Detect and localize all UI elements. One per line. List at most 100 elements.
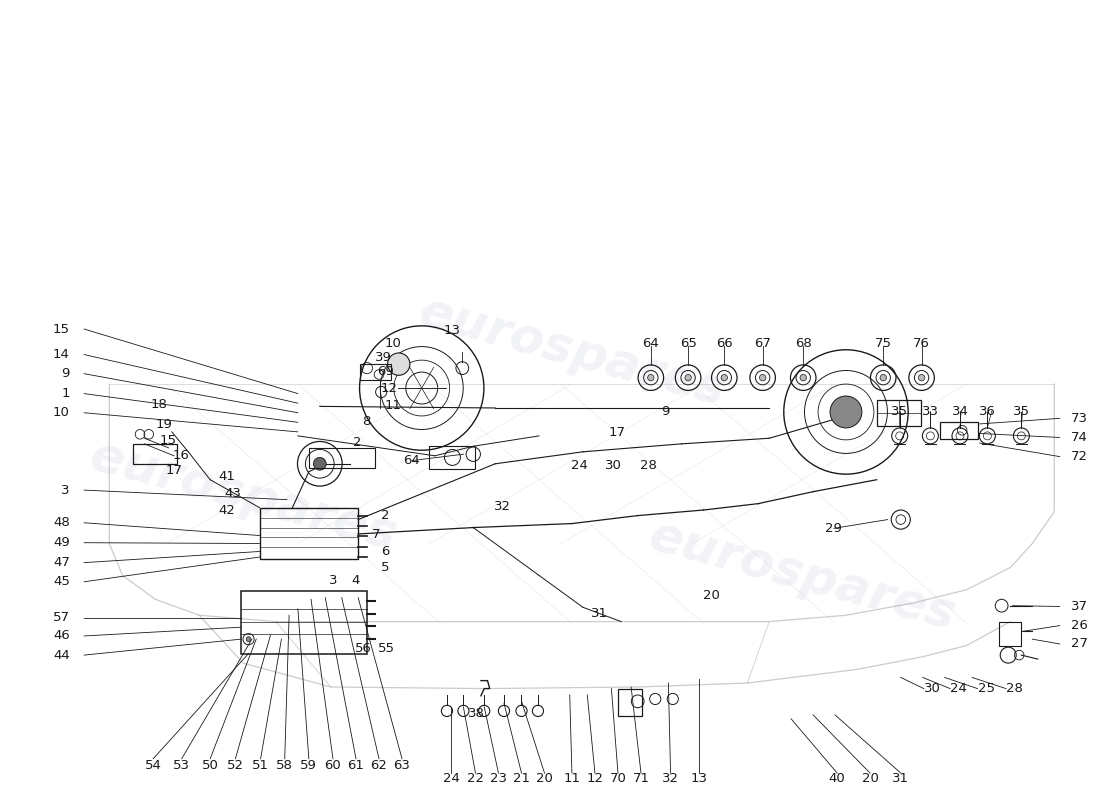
- Text: 1: 1: [62, 387, 70, 400]
- Text: 19: 19: [156, 418, 173, 431]
- Bar: [429, 446, 475, 469]
- Text: 2: 2: [353, 436, 361, 449]
- Text: 10: 10: [53, 406, 70, 419]
- Text: 7: 7: [372, 528, 379, 542]
- Text: 32: 32: [494, 500, 512, 514]
- Text: 6: 6: [382, 545, 389, 558]
- Text: 49: 49: [53, 536, 70, 550]
- Text: 9: 9: [62, 367, 70, 380]
- Text: 59: 59: [300, 758, 317, 772]
- Text: 52: 52: [227, 758, 244, 772]
- Text: 26: 26: [1070, 619, 1088, 632]
- Text: 17: 17: [165, 465, 183, 478]
- Text: 18: 18: [151, 398, 167, 411]
- Text: 76: 76: [913, 337, 930, 350]
- Circle shape: [246, 637, 251, 642]
- Bar: [618, 689, 642, 717]
- Text: 2: 2: [382, 509, 389, 522]
- Text: 24: 24: [950, 682, 967, 695]
- Text: 28: 28: [1006, 682, 1023, 695]
- Text: 73: 73: [1070, 412, 1088, 425]
- Text: 62: 62: [371, 758, 387, 772]
- Text: 34: 34: [952, 405, 968, 418]
- Text: 72: 72: [1070, 450, 1088, 463]
- Text: 46: 46: [53, 630, 70, 642]
- Circle shape: [800, 374, 806, 381]
- Text: 3: 3: [62, 483, 70, 497]
- Text: 27: 27: [1070, 638, 1088, 650]
- Text: 33: 33: [922, 405, 939, 418]
- Text: 9: 9: [661, 405, 669, 418]
- Text: 20: 20: [861, 772, 879, 785]
- Text: 17: 17: [608, 426, 626, 439]
- Text: eurospares: eurospares: [644, 511, 961, 639]
- Text: 69: 69: [377, 365, 394, 378]
- Text: 65: 65: [680, 337, 696, 350]
- Circle shape: [722, 374, 727, 381]
- Text: 22: 22: [468, 772, 484, 785]
- Text: 24: 24: [571, 459, 588, 472]
- Circle shape: [685, 374, 691, 381]
- Text: 74: 74: [1070, 431, 1088, 444]
- Circle shape: [830, 396, 862, 428]
- Text: 11: 11: [385, 399, 402, 412]
- Text: 56: 56: [355, 642, 372, 655]
- Circle shape: [918, 374, 925, 381]
- Text: 28: 28: [640, 459, 657, 472]
- Text: 21: 21: [513, 772, 530, 785]
- Text: 10: 10: [385, 337, 402, 350]
- Text: 35: 35: [891, 405, 909, 418]
- Text: 64: 64: [404, 454, 420, 467]
- Text: eurospares: eurospares: [85, 431, 401, 560]
- Text: 67: 67: [755, 337, 771, 350]
- Text: eurospares: eurospares: [414, 288, 730, 416]
- Text: 12: 12: [381, 382, 397, 395]
- Bar: [133, 444, 177, 464]
- Bar: [309, 448, 375, 468]
- Text: 38: 38: [469, 707, 485, 720]
- Text: 32: 32: [662, 772, 679, 785]
- Text: 60: 60: [324, 758, 341, 772]
- Text: 30: 30: [924, 682, 940, 695]
- Text: 53: 53: [173, 758, 190, 772]
- Text: 16: 16: [172, 450, 189, 462]
- Text: 37: 37: [1070, 600, 1088, 613]
- Text: 55: 55: [378, 642, 395, 655]
- Bar: [361, 364, 392, 380]
- Text: 61: 61: [348, 758, 364, 772]
- Text: 40: 40: [828, 772, 846, 785]
- Text: 66: 66: [716, 337, 733, 350]
- Text: 41: 41: [218, 470, 235, 483]
- Text: 13: 13: [444, 324, 461, 337]
- Bar: [940, 422, 978, 439]
- Text: 57: 57: [53, 611, 70, 624]
- Text: 50: 50: [201, 758, 219, 772]
- Text: 36: 36: [979, 405, 996, 418]
- Text: 71: 71: [632, 772, 649, 785]
- Text: 39: 39: [375, 351, 392, 364]
- Text: 20: 20: [536, 772, 553, 785]
- Text: 24: 24: [443, 772, 460, 785]
- Text: 14: 14: [53, 348, 70, 361]
- Circle shape: [314, 458, 327, 470]
- Bar: [877, 400, 921, 426]
- Circle shape: [759, 374, 766, 381]
- Text: 25: 25: [978, 682, 994, 695]
- Text: 29: 29: [825, 522, 843, 535]
- Text: 75: 75: [874, 337, 892, 350]
- Text: 13: 13: [691, 772, 707, 785]
- Circle shape: [880, 374, 887, 381]
- Text: 48: 48: [53, 516, 70, 530]
- Text: 4: 4: [352, 574, 360, 586]
- Text: 42: 42: [218, 503, 235, 517]
- Circle shape: [387, 353, 410, 375]
- Text: 30: 30: [605, 459, 621, 472]
- Text: 3: 3: [329, 574, 338, 586]
- Text: 15: 15: [160, 434, 177, 447]
- Text: 45: 45: [53, 575, 70, 588]
- Text: 44: 44: [53, 649, 70, 662]
- Text: 8: 8: [362, 415, 370, 428]
- Text: 12: 12: [586, 772, 604, 785]
- Text: 47: 47: [53, 556, 70, 569]
- Text: 11: 11: [563, 772, 581, 785]
